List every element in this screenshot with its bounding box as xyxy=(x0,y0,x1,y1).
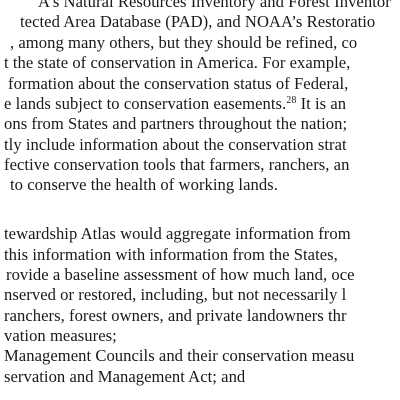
footnote-reference[interactable]: 28 xyxy=(286,95,297,106)
text-line: tly include information about the conser… xyxy=(4,135,347,154)
text-line: rovide a baseline assessment of how much… xyxy=(6,265,355,284)
text-line: tewardship Atlas would aggregate informa… xyxy=(4,224,351,243)
text-line: fective conservation tools that farmers,… xyxy=(4,155,350,174)
text-line: vation measures; xyxy=(4,326,117,345)
text-line: t the state of conservation in America. … xyxy=(4,53,351,72)
text-line: e lands subject to conservation easement… xyxy=(4,94,346,114)
text-line-part: It is an xyxy=(296,94,347,113)
text-line: nserved or restored, including, but not … xyxy=(4,285,347,304)
text-line: A’s Natural Resources Inventory and Fore… xyxy=(38,0,391,11)
text-line: Management Councils and their conservati… xyxy=(4,346,355,365)
text-line: ranchers, forest owners, and private lan… xyxy=(4,306,347,325)
text-line: formation about the conservation status … xyxy=(8,74,349,93)
text-line: ons from States and partners throughout … xyxy=(4,114,348,133)
text-line: this information with information from t… xyxy=(4,245,338,264)
text-line: tected Area Database (PAD), and NOAA’s R… xyxy=(20,12,376,31)
text-line: to conserve the health of working lands. xyxy=(10,175,278,194)
text-line: servation and Management Act; and xyxy=(4,367,246,386)
text-line: , among many others, but they should be … xyxy=(10,33,358,52)
text-line-part: e lands subject to conservation easement… xyxy=(4,94,287,113)
